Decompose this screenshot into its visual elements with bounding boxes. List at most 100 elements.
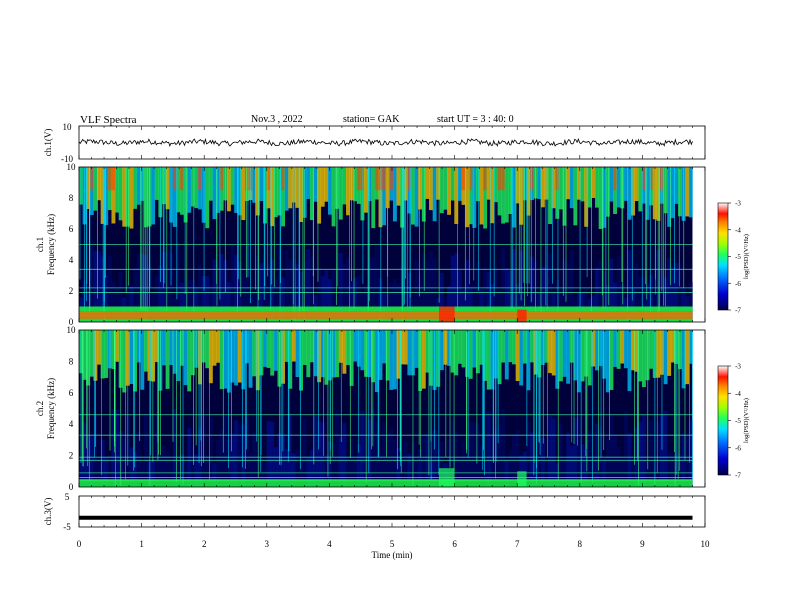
ch2-heatmap-cell: [392, 439, 397, 487]
ch2-heatmap-cell: [219, 330, 224, 390]
ch2-heatmap-cell: [129, 330, 134, 384]
ch1-heatmap-cell: [331, 269, 336, 322]
ch1-ytick-label: 8: [69, 193, 74, 203]
ch1-heatmap-cell: [392, 278, 397, 322]
ch2-heatmap-cell: [537, 330, 542, 378]
ch2-heatmap-cell: [486, 411, 491, 487]
ch2-heatmap-cell: [241, 330, 246, 390]
ch1-heatmap-cell: [569, 167, 574, 209]
ch1-heatmap-cell: [638, 276, 643, 322]
ch1-heatmap-cell: [338, 167, 343, 220]
ch2-heatmap-cell: [631, 330, 636, 371]
ch2-heatmap-cell: [162, 444, 166, 487]
ch2-heatmap-cell: [331, 443, 336, 487]
ch2-colorbar-tick-label: -7: [735, 472, 741, 480]
ch1-heatmap-cell: [302, 262, 307, 322]
ch1-heatmap-cell: [508, 270, 513, 322]
ch1-heatmap-cell: [201, 276, 206, 322]
ch1-heatmap-cell: [558, 167, 563, 210]
ch2-heatmap-cell: [385, 330, 390, 381]
ch2-heatmap-cell: [508, 451, 513, 487]
ch2-heatmap-cell: [670, 330, 675, 363]
ch2-heatmap-cell: [512, 435, 516, 487]
ch1-heatmap-cell: [309, 167, 314, 221]
ch1-heatmap-cell: [595, 267, 599, 322]
ch1-heatmap-cell: [125, 167, 130, 227]
ch2-heatmap-cell: [407, 453, 412, 487]
ch1-heatmap-cell: [486, 167, 491, 200]
ch2-heatmap-cell: [86, 330, 91, 386]
ch1-heatmap-cell: [461, 167, 466, 191]
ch2-heatmap-cell: [649, 419, 654, 487]
ch2-heatmap-cell: [414, 460, 419, 487]
ch2-heatmap-cell: [400, 330, 405, 365]
ch1-heatmap-cell: [425, 167, 430, 199]
ch1-heatmap-cell: [512, 167, 516, 228]
ch1-heatmap-cell: [685, 167, 690, 217]
ch1-heatmap-cell: [364, 286, 368, 322]
ch2-heatmap-cell: [97, 330, 101, 365]
ch1-heatmap-cell: [111, 167, 116, 224]
ch2-heatmap-cell: [104, 457, 109, 487]
ch1-heatmap-cell: [154, 276, 159, 322]
ch1-heatmap-cell: [205, 167, 210, 229]
ch1-heatmap-cell: [540, 266, 545, 322]
ch1-heatmap-cell: [154, 167, 159, 200]
ch2-heatmap-cell: [483, 330, 488, 381]
ch2-heatmap-cell: [667, 452, 672, 487]
ch1-heatmap-cell: [382, 167, 386, 191]
ch1-heatmap-cell: [512, 249, 516, 322]
ch2-heatmap-cell: [530, 330, 534, 363]
ch2-heatmap-cell: [623, 330, 628, 369]
ch1-heatmap-cell: [504, 167, 509, 223]
ch2-heatmap-cell: [115, 330, 119, 362]
ch2-heatmap-cell: [302, 418, 307, 487]
ch1-heatmap-cell: [125, 281, 130, 322]
ch2-heatmap-cell: [555, 330, 560, 389]
ch2-heatmap-cell: [100, 439, 105, 487]
ch2-heatmap-cell: [577, 416, 581, 487]
ch1-heatmap-cell: [465, 167, 470, 228]
chart-title: VLF Spectra: [80, 114, 137, 126]
x-tick-label: 6: [452, 539, 457, 549]
ch2-heatmap-cell: [461, 441, 466, 487]
ch1-heatmap-cell: [631, 287, 636, 322]
ch2-heatmap-cell: [82, 423, 87, 487]
ch1-heatmap-cell: [270, 167, 275, 227]
ch2-heatmap-cell: [302, 330, 307, 366]
ch1-ytick-label: 10: [63, 122, 73, 132]
ch2-heatmap-cell: [374, 421, 379, 487]
ch1-lowfreq-burst: [517, 309, 527, 322]
ch1-heatmap-cell: [631, 167, 636, 216]
ch1-heatmap-cell: [281, 167, 285, 191]
ch2-heatmap-cell: [584, 449, 589, 487]
ch2-heatmap-cell: [255, 443, 260, 487]
ch2-heatmap-cell: [360, 330, 365, 371]
ch2-heatmap-cell: [349, 439, 354, 487]
ch1-heatmap-cell: [418, 276, 423, 322]
ch1-heatmap-cell: [176, 244, 181, 322]
ch1-heatmap-cell: [432, 257, 437, 322]
ch2-heatmap-cell: [208, 417, 213, 487]
ch2-heatmap-cell: [313, 415, 318, 487]
ch1-heatmap-cell: [454, 252, 459, 322]
ch1-heatmap-cell: [494, 266, 498, 322]
ch1-ylabel: ch.1(V): [43, 129, 53, 157]
ch1-colorbar-label: log(PSD)(V²/Hz): [743, 234, 750, 279]
ch2-heatmap-cell: [497, 425, 502, 487]
ch2-heatmap-cell: [360, 410, 365, 487]
ch1-heatmap-cell: [465, 260, 470, 322]
ch1-heatmap-cell: [353, 277, 358, 322]
ch1-heatmap-cell: [165, 167, 170, 210]
ch2-heatmap-cell: [421, 330, 426, 389]
ch2-heatmap-cell: [154, 416, 159, 487]
ch2-heatmap-cell: [176, 330, 181, 382]
ch1-heatmap-cell: [320, 167, 325, 207]
ch2-heatmap-cell: [346, 457, 350, 487]
ch1-heatmap-cell: [230, 167, 235, 205]
ch2-heatmap-cell: [165, 330, 170, 389]
ch2-heatmap-cell: [281, 434, 285, 487]
ch1-heatmap-cell: [540, 167, 545, 208]
ch1-colorbar-tick-label: -5: [735, 253, 741, 261]
ch1-heatmap-cell: [652, 167, 657, 220]
